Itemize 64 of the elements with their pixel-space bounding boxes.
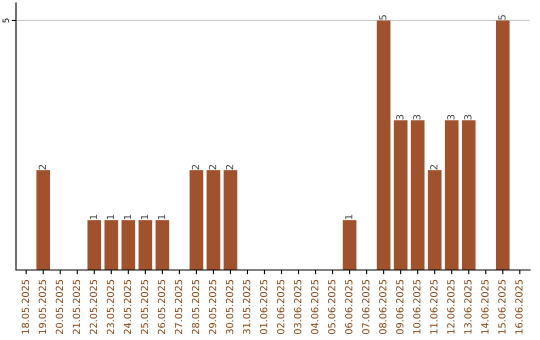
bar: [376, 20, 390, 270]
bar: [394, 120, 408, 270]
bar: [138, 220, 152, 270]
bar: [190, 170, 204, 270]
x-tick-label: 14.06.2025: [481, 280, 489, 334]
bar: [206, 170, 220, 270]
x-tick-label: 02.06.2025: [276, 280, 284, 334]
x-tick-label: 10.06.2025: [413, 280, 420, 334]
x-tick-label: 30.05.2025: [226, 280, 234, 334]
x-tick-label: 03.06.2025: [294, 280, 302, 334]
x-tick-label: 08.06.2025: [379, 280, 386, 334]
x-tick-label: 16.06.2025: [515, 280, 523, 334]
bar: [496, 20, 510, 270]
x-tick-label: 09.06.2025: [396, 280, 404, 334]
x-tick-label: 27.05.2025: [174, 280, 182, 334]
x-tick-label: 31.05.2025: [242, 280, 250, 334]
x-tick-label: 24.05.2025: [124, 280, 132, 334]
x-tick-label: 25.05.2025: [140, 280, 148, 334]
x-tick-label: 12.06.2025: [447, 280, 455, 334]
data-label: 2: [226, 164, 234, 170]
x-tick-label: 29.05.2025: [208, 280, 216, 334]
x-tick-label: 20.05.2025: [56, 280, 64, 334]
x-tick-label: 07.06.2025: [362, 280, 370, 334]
x-tick-label: 11.06.2025: [430, 280, 438, 334]
x-tick-label: 26.05.2025: [158, 280, 166, 334]
data-label: 3: [413, 114, 420, 120]
x-tick-label: 05.06.2025: [328, 280, 336, 334]
data-label: 2: [208, 164, 216, 170]
data-label: 3: [464, 114, 472, 120]
bar: [87, 220, 102, 270]
x-tick-label: 04.06.2025: [311, 280, 318, 334]
bar: [410, 120, 424, 270]
data-label: 3: [447, 114, 455, 120]
x-tick-label: 06.06.2025: [345, 280, 352, 334]
bar: [104, 220, 118, 270]
data-label: 1: [158, 214, 166, 220]
bar: [224, 170, 238, 270]
data-label: 2: [38, 164, 46, 170]
bar: [462, 120, 476, 270]
x-tick-label: 21.05.2025: [72, 280, 80, 334]
x-tick-label: 23.05.2025: [106, 280, 114, 334]
data-label: 3: [396, 114, 404, 120]
bar: [36, 170, 50, 270]
data-label: 1: [90, 214, 97, 220]
x-tick-label: 22.05.2025: [90, 280, 98, 334]
data-label: 5: [498, 15, 506, 20]
bar: [342, 220, 356, 270]
data-label: 2: [430, 164, 438, 170]
data-label: 1: [345, 214, 352, 220]
x-tick-label: 28.05.2025: [192, 280, 200, 334]
data-label: 1: [106, 214, 114, 220]
data-label: 1: [140, 214, 148, 220]
x-tick-label: 18.05.2025: [22, 280, 30, 334]
data-label: 1: [124, 214, 132, 220]
bar: [444, 120, 459, 270]
x-tick-label: 19.05.2025: [38, 280, 46, 334]
bar: [122, 220, 136, 270]
x-tick-label: 13.06.2025: [464, 280, 472, 334]
bar: [156, 220, 170, 270]
data-label: 5: [379, 15, 386, 20]
bar: [428, 170, 442, 270]
data-label: 2: [192, 164, 200, 170]
x-tick-label: 01.06.2025: [260, 280, 268, 334]
x-tick-label: 15.06.2025: [498, 280, 506, 334]
